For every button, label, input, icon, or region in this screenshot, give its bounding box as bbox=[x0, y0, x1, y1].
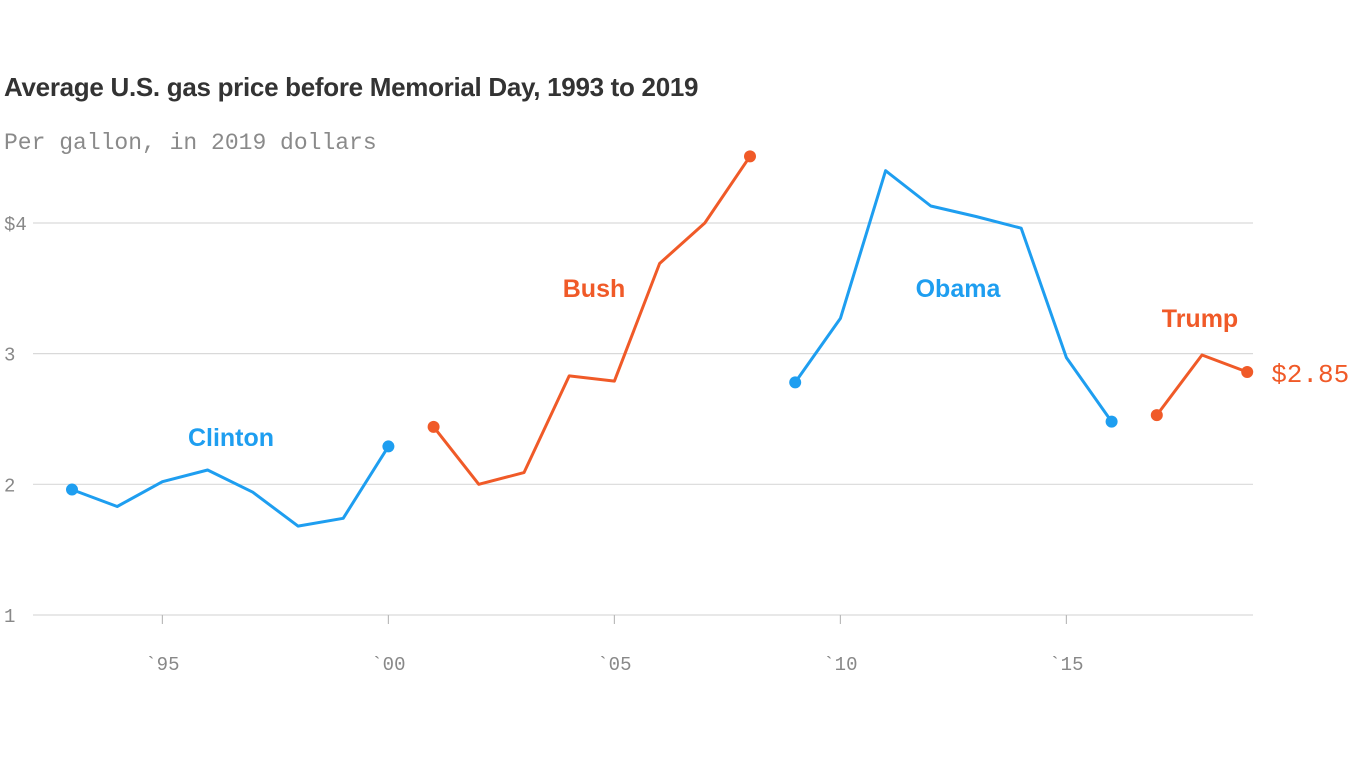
x-tick-label: `15 bbox=[1049, 654, 1083, 676]
data-point-bush bbox=[744, 150, 756, 163]
data-point-obama bbox=[1105, 415, 1118, 428]
series-label-bush: Bush bbox=[563, 275, 626, 303]
y-tick-label: 2 bbox=[4, 475, 15, 497]
data-point-clinton bbox=[66, 483, 78, 496]
data-point-bush bbox=[427, 420, 440, 433]
data-point-obama bbox=[789, 376, 802, 389]
chart-title: Average U.S. gas price before Memorial D… bbox=[4, 72, 699, 102]
data-point-clinton bbox=[382, 440, 395, 453]
series-line-trump bbox=[1155, 353, 1249, 417]
x-tick-label: `05 bbox=[597, 654, 631, 676]
y-tick-label: 1 bbox=[4, 606, 15, 628]
end-value-label: $2.85 bbox=[1271, 360, 1349, 390]
series-line-obama bbox=[793, 169, 1114, 424]
series-line-clinton bbox=[70, 444, 390, 528]
data-point-trump bbox=[1150, 409, 1163, 422]
data-point-trump bbox=[1241, 365, 1254, 378]
chart-subtitle: Per gallon, in 2019 dollars bbox=[4, 130, 377, 156]
y-tick-label: 3 bbox=[4, 345, 15, 367]
series-label-trump: Trump bbox=[1162, 305, 1238, 333]
series-line-bush bbox=[432, 154, 752, 486]
x-tick-label: `10 bbox=[823, 654, 857, 676]
x-tick-label: `00 bbox=[371, 654, 405, 676]
series-label-clinton: Clinton bbox=[188, 424, 274, 452]
y-tick-label: $4 bbox=[4, 214, 27, 236]
x-tick-label: `95 bbox=[145, 654, 179, 676]
series-label-obama: Obama bbox=[916, 275, 1002, 303]
